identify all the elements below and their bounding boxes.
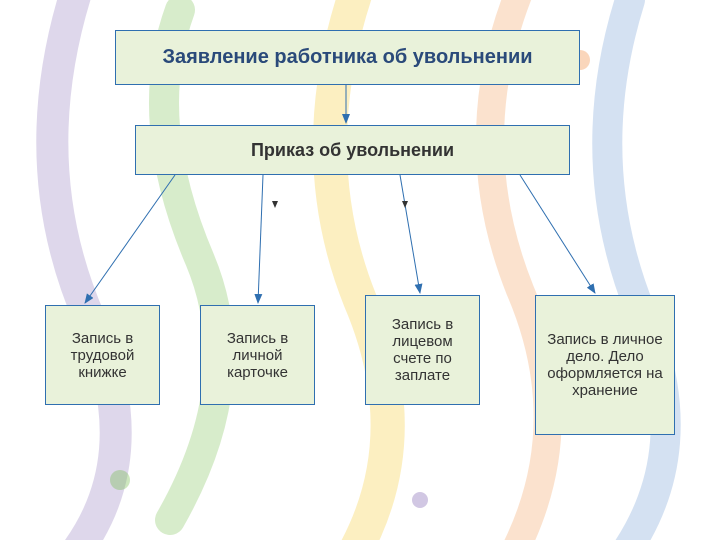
- subtitle-box: Приказ об увольнении: [135, 125, 570, 175]
- title-box: Заявление работника об увольнении: [115, 30, 580, 85]
- leaf-text-2: Запись в личной карточке: [207, 330, 308, 381]
- subtitle-text: Приказ об увольнении: [251, 140, 454, 161]
- leaf-box-2: Запись в личной карточке: [200, 305, 315, 405]
- title-text: Заявление работника об увольнении: [162, 46, 532, 69]
- leaf-text-1: Запись в трудовой книжке: [52, 330, 153, 381]
- leaf-text-3: Запись в лицевом счете по заплате: [372, 316, 473, 384]
- leaf-box-4: Запись в личное дело. Дело оформляется н…: [535, 295, 675, 435]
- leaf-text-4: Запись в личное дело. Дело оформляется н…: [542, 331, 668, 399]
- leaf-box-1: Запись в трудовой книжке: [45, 305, 160, 405]
- leaf-box-3: Запись в лицевом счете по заплате: [365, 295, 480, 405]
